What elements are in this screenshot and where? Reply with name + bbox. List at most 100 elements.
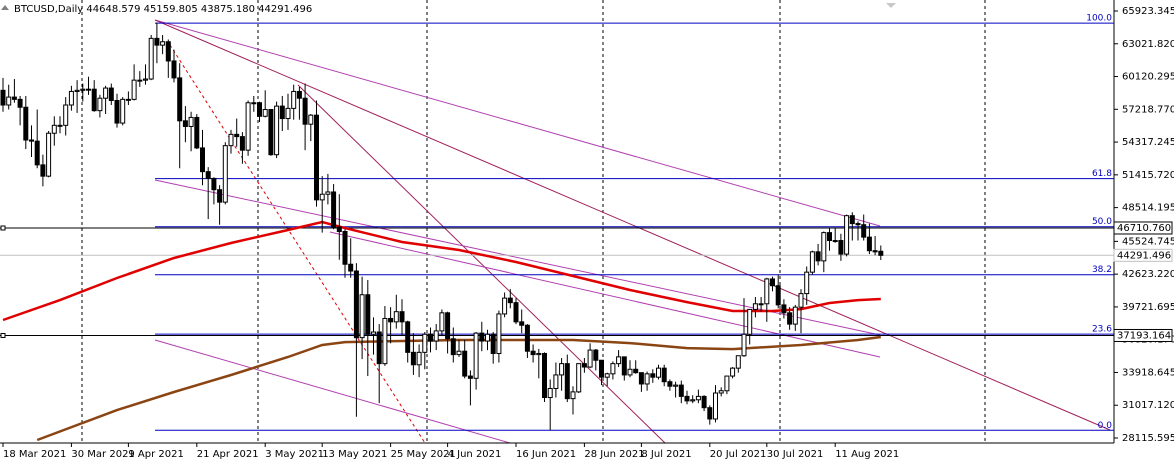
trend-line — [329, 231, 881, 358]
candle-body — [342, 230, 348, 265]
y-tick-label: 57218.770 — [1122, 104, 1174, 115]
x-tick-label: 21 Apr 2021 — [197, 449, 259, 460]
candle-body — [211, 177, 217, 191]
candle-body — [308, 114, 314, 125]
fib-label: 38.2 — [1092, 265, 1112, 275]
candle-body — [57, 124, 63, 127]
header-icon — [1, 5, 9, 10]
candle-body — [177, 77, 183, 122]
x-tick-label: 8 Jul 2021 — [641, 449, 691, 460]
candle-body — [718, 390, 724, 394]
current-price-box — [1113, 248, 1173, 262]
candle-body — [131, 79, 137, 100]
candle-body — [627, 368, 633, 376]
candle-body — [650, 373, 656, 378]
candle-body — [296, 90, 302, 99]
candle-body — [536, 352, 542, 356]
candle-body — [285, 107, 291, 120]
current-price-label: 44291.496 — [1117, 250, 1171, 261]
candle-body — [291, 90, 297, 109]
candle-body — [764, 278, 770, 305]
candle-body — [821, 232, 827, 262]
price-box-label: 37193.164 — [1117, 330, 1171, 341]
candle-body — [137, 79, 143, 82]
candle-body — [319, 193, 325, 201]
candle-body — [798, 293, 804, 308]
candle-body — [827, 232, 832, 242]
marks: 65923.345 63021.820 60120.295 57218.770 5431… — [0, 6, 1174, 460]
candle-body — [120, 98, 126, 124]
candle-body — [775, 285, 781, 306]
candle-body — [713, 392, 718, 420]
x-tick-label: 11 Aug 2021 — [835, 449, 899, 460]
candle-body — [359, 294, 365, 339]
x-tick-label: 4 Jun 2021 — [448, 449, 502, 460]
y-tick-label: 54317.245 — [1122, 137, 1174, 148]
candle-body — [6, 96, 12, 106]
candle-body — [707, 407, 713, 420]
candle-body — [416, 351, 422, 366]
candle-body — [410, 351, 416, 366]
candle-body — [485, 333, 490, 342]
candle-body — [103, 87, 109, 99]
candle-body — [239, 136, 245, 151]
fib-label: 0.0 — [1098, 421, 1113, 431]
candle-body — [462, 350, 468, 377]
candle-body — [656, 367, 661, 378]
y-tick-label: 33918.645 — [1122, 367, 1174, 378]
price-box-label: 46710.760 — [1117, 223, 1171, 234]
candle-body — [496, 313, 502, 354]
header-prices: 44648.579 45159.805 43875.180 44291.496 — [86, 4, 312, 15]
trend-line — [297, 84, 666, 444]
candle-body — [353, 270, 359, 339]
candle-body — [758, 303, 764, 306]
candle-body — [0, 89, 6, 106]
trend-line — [154, 19, 1111, 431]
candle-body — [194, 116, 200, 149]
candle-body — [125, 98, 131, 101]
candle-body — [770, 278, 775, 287]
candle-body — [148, 37, 154, 80]
x-tick-label: 30 Jul 2021 — [767, 449, 824, 460]
candle-body — [439, 312, 445, 332]
moving-average — [2, 220, 881, 322]
x-tick-label: 30 Mar 2021 — [71, 449, 134, 460]
candle-body — [251, 102, 257, 105]
candle-body — [593, 349, 599, 361]
candle-body — [513, 302, 519, 323]
candle-body — [91, 88, 97, 112]
candle-body — [450, 338, 456, 356]
candle-body — [143, 78, 148, 81]
x-tick-label: 25 May 2021 — [391, 449, 456, 460]
layout — [0, 0, 1115, 444]
candle-body — [576, 363, 582, 393]
candle-body — [182, 120, 188, 127]
candle-body — [393, 311, 399, 323]
candle-body — [399, 311, 405, 323]
candle-body — [530, 350, 536, 356]
candle-body — [108, 87, 114, 101]
candle-body — [507, 297, 513, 304]
candle-body — [519, 321, 525, 326]
fib-label: 23.6 — [1092, 325, 1112, 335]
candle-body — [644, 373, 650, 385]
y-tick-label: 39721.695 — [1122, 302, 1174, 313]
candle-body — [314, 114, 319, 201]
candle-body — [866, 236, 872, 252]
trend-line — [169, 44, 426, 444]
candle-body — [245, 102, 251, 151]
line-anchor — [0, 332, 6, 338]
candle-body — [633, 368, 639, 374]
candle-body — [616, 356, 622, 365]
candle-body — [365, 294, 371, 335]
candle-body — [638, 372, 644, 385]
trend-line — [154, 179, 881, 336]
candle-body — [371, 331, 376, 335]
y-tick-label: 28115.595 — [1122, 433, 1174, 444]
candle-body — [844, 215, 850, 255]
candle-body — [200, 147, 205, 173]
candle-body — [302, 97, 308, 125]
candle-body — [160, 41, 166, 46]
candle-body — [684, 395, 690, 402]
shift-marker — [886, 3, 896, 8]
